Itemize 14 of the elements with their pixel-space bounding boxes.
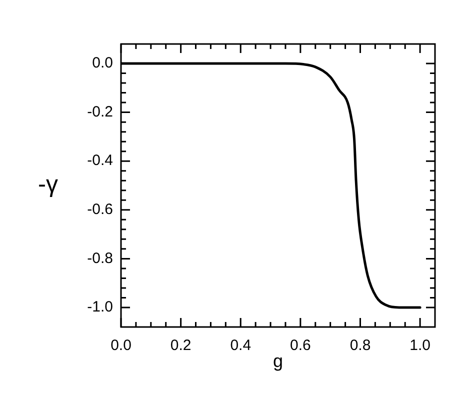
y-tick-label: -0.2 — [87, 103, 113, 120]
x-tick-label: 0.2 — [170, 337, 192, 354]
y-tick-label: -1.0 — [87, 298, 113, 316]
x-tick-label: 0.8 — [350, 337, 371, 354]
y-tick-label: -0.4 — [87, 152, 113, 170]
y-tick-label: 0.0 — [92, 54, 113, 72]
x-tick-label: 0.0 — [110, 337, 132, 354]
x-tick-label: 0.6 — [290, 337, 311, 354]
x-tick-label: 1.0 — [410, 337, 430, 354]
y-tick-label: -0.6 — [87, 201, 113, 218]
y-tick-label: -0.8 — [87, 250, 113, 267]
x-axis-title: g — [272, 350, 284, 371]
x-tick-label: 0.4 — [230, 337, 252, 354]
y-axis-title: -γ — [38, 171, 58, 198]
